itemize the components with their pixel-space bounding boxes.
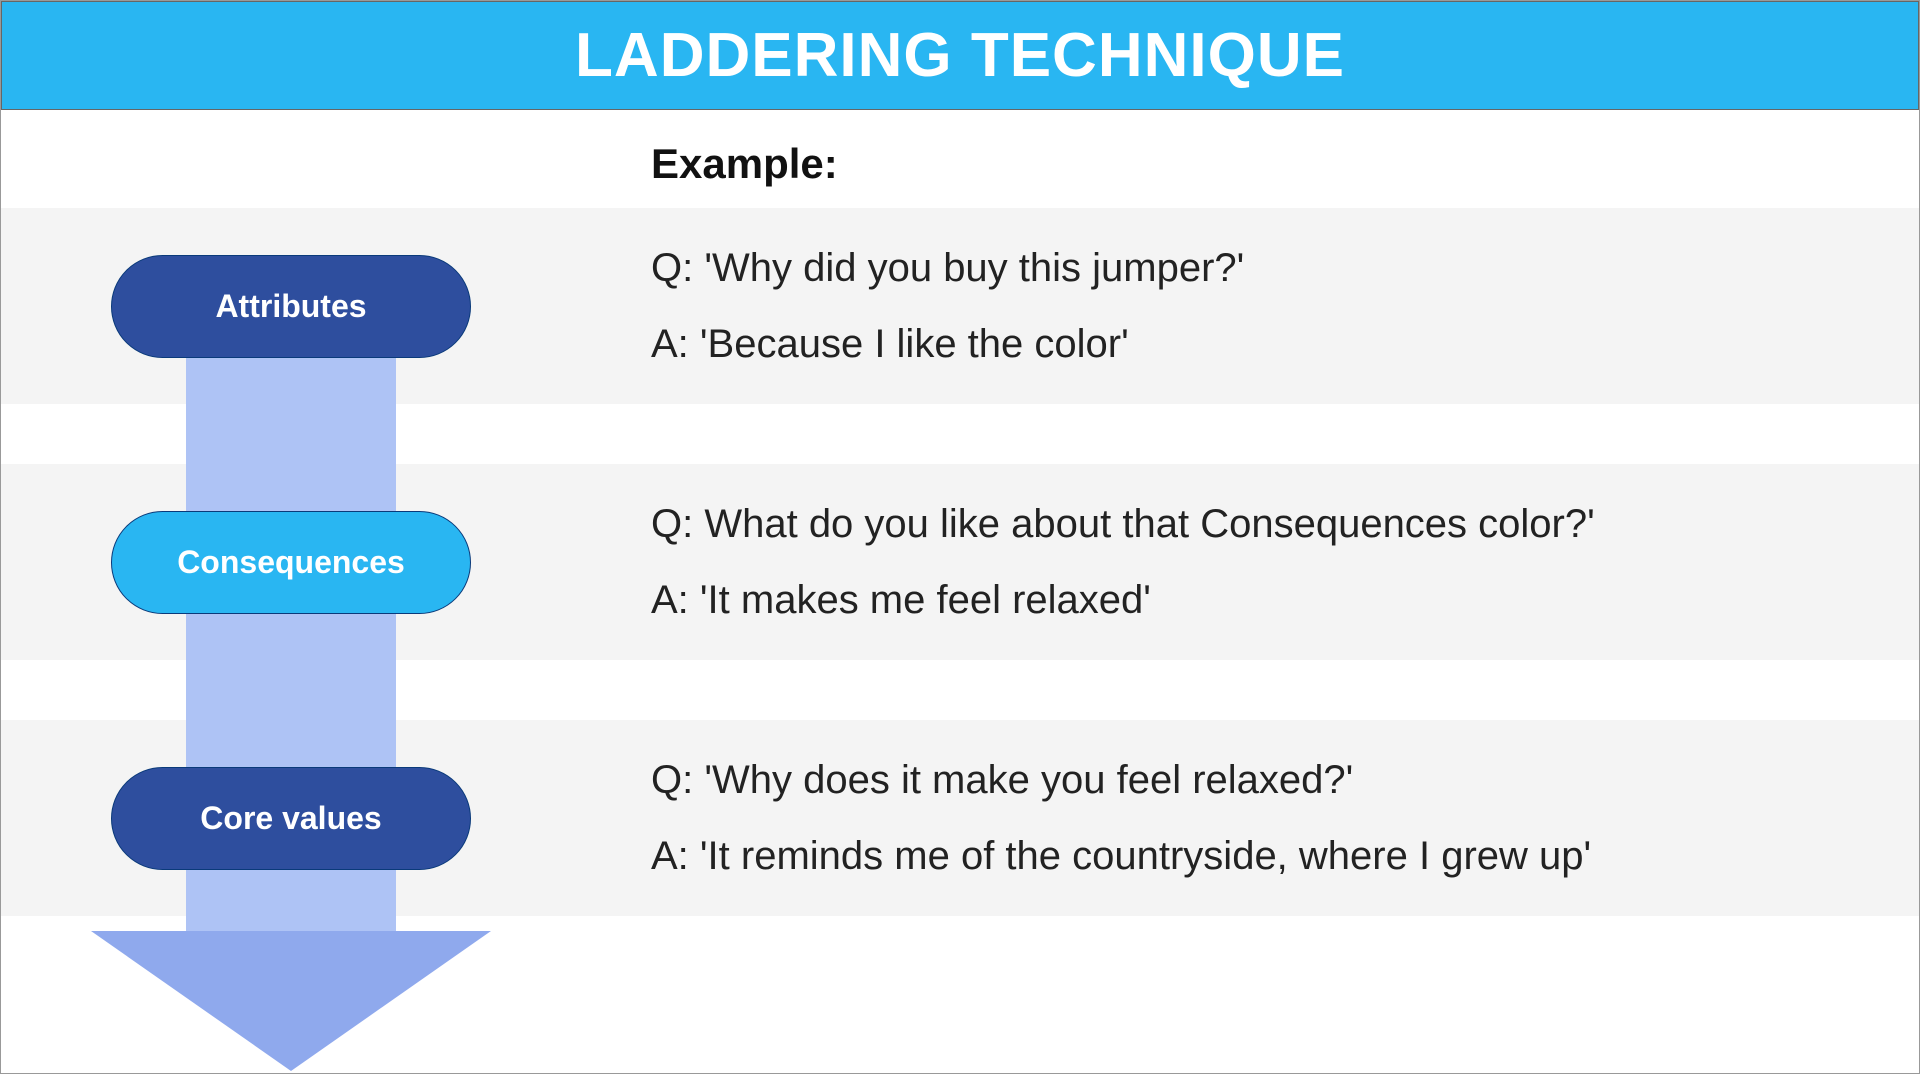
arrow-down-icon	[91, 931, 491, 1071]
pill-wrap: Consequences	[1, 511, 581, 614]
qa-core-values: Q: 'Why does it make you feel relaxed?' …	[581, 748, 1919, 888]
answer-text: A: 'Because I like the color'	[651, 312, 1879, 376]
answer-text: A: 'It reminds me of the countryside, wh…	[651, 824, 1879, 888]
question-text: Q: 'Why does it make you feel relaxed?'	[651, 748, 1879, 812]
header-bar: LADDERING TECHNIQUE	[1, 1, 1919, 110]
example-label: Example:	[651, 140, 1919, 188]
pill-consequences: Consequences	[111, 511, 471, 614]
pill-wrap: Attributes	[1, 255, 581, 358]
qa-consequences: Q: What do you like about that Consequen…	[581, 492, 1919, 632]
qa-attributes: Q: 'Why did you buy this jumper?' A: 'Be…	[581, 236, 1919, 376]
pill-attributes: Attributes	[111, 255, 471, 358]
question-text: Q: What do you like about that Consequen…	[651, 492, 1879, 556]
answer-text: A: 'It makes me feel relaxed'	[651, 568, 1879, 632]
pill-wrap: Core values	[1, 767, 581, 870]
pill-core-values: Core values	[111, 767, 471, 870]
question-text: Q: 'Why did you buy this jumper?'	[651, 236, 1879, 300]
